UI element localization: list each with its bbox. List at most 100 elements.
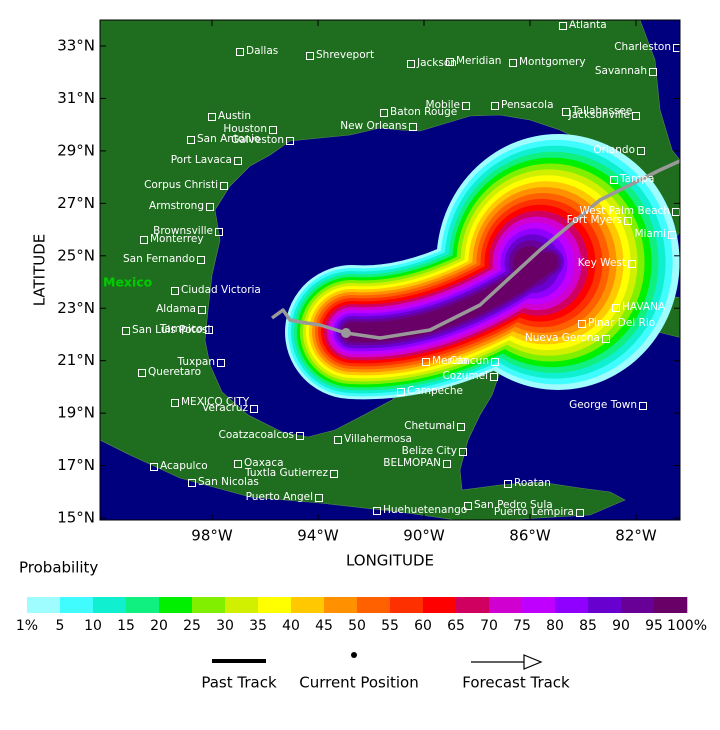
city-marker <box>236 48 244 56</box>
x-axis-label: LONGITUDE <box>346 552 434 570</box>
legend-swatch <box>522 597 556 613</box>
legend-label: 65 <box>447 618 465 634</box>
legend-swatch <box>555 597 589 613</box>
city-label: Puerto Lempira <box>494 506 574 518</box>
legend-label: 40 <box>282 618 300 634</box>
cities: Atlanta Charleston Dallas Shreveport Jackson… <box>122 20 680 518</box>
city-label: Brownsville <box>153 225 213 237</box>
city-label: Cozumel <box>442 370 488 382</box>
legend-label: 20 <box>150 618 168 634</box>
legend-swatch <box>159 597 193 613</box>
city-marker <box>197 256 205 264</box>
city-marker <box>632 112 640 120</box>
legend-swatch <box>423 597 457 613</box>
city-label: Roatan <box>514 477 551 489</box>
city-marker <box>457 423 465 431</box>
city-marker <box>407 60 415 68</box>
track <box>270 158 680 340</box>
map-area: Atlanta Charleston Dallas Shreveport Jackson… <box>100 20 680 520</box>
city-marker <box>602 335 610 343</box>
legend: 1% 5 10 15 20 25 30 35 40 45 50 55 60 65 70 75 80 85 90 95 1… <box>16 597 707 634</box>
legend-swatch <box>93 597 127 613</box>
city-label: Dallas <box>246 45 278 57</box>
city-marker <box>624 217 632 225</box>
city-marker <box>150 463 158 471</box>
city-label: Tuxpan <box>177 356 215 368</box>
city-marker <box>198 306 206 314</box>
city-label: Montgomery <box>519 56 586 68</box>
legend-current: Current Position <box>299 674 419 692</box>
city-label: Ciudad Victoria <box>181 284 261 296</box>
city-label: Shreveport <box>316 49 374 61</box>
current-position-symbol <box>351 652 357 658</box>
city-label: Oaxaca <box>244 457 284 469</box>
city-label: Baton Rouge <box>390 106 457 118</box>
city-label: Puerto Angel <box>246 491 313 503</box>
city-marker <box>628 260 636 268</box>
legend-swatch <box>225 597 259 613</box>
city-label: Charleston <box>614 41 671 53</box>
legend-label: 90 <box>612 618 630 634</box>
city-label: Key West <box>578 257 626 269</box>
city-marker <box>409 123 417 131</box>
city-marker <box>491 358 499 366</box>
x-tick-label: 98°W <box>191 527 233 545</box>
city-label: Port Lavaca <box>171 154 232 166</box>
city-marker <box>188 479 196 487</box>
city-marker <box>306 52 314 60</box>
city-marker <box>578 320 586 328</box>
city-label: Armstrong <box>149 200 204 212</box>
city-marker <box>217 359 225 367</box>
country-label: Mexico <box>103 275 153 290</box>
swath-band <box>512 246 547 282</box>
city-marker <box>422 358 430 366</box>
city-label: San Nicolas <box>198 476 259 488</box>
city-label: Nueva Gerona <box>525 332 600 344</box>
city-marker <box>490 373 498 381</box>
x-tick-label: 90°W <box>403 527 445 545</box>
city-label: HAVANA <box>622 301 666 313</box>
city-marker <box>576 509 584 517</box>
legend-label: 75 <box>513 618 531 634</box>
legend-label: 35 <box>249 618 267 634</box>
city-label: Houston <box>223 123 267 135</box>
city-marker <box>206 203 214 211</box>
legend-swatch <box>621 597 655 613</box>
city-marker <box>397 388 405 396</box>
legend-label: 45 <box>315 618 333 634</box>
legend-past: Past Track <box>201 674 277 692</box>
city-label: Aldama <box>156 303 196 315</box>
legend-swatch <box>60 597 94 613</box>
legend-swatch <box>489 597 523 613</box>
city-label: MEXICO CITY <box>181 396 250 408</box>
city-marker <box>296 432 304 440</box>
legend-swatch <box>357 597 391 613</box>
city-marker <box>315 494 323 502</box>
city-label: Acapulco <box>160 460 208 472</box>
legend-label: 55 <box>381 618 399 634</box>
city-label: San Luis Potosi <box>132 324 210 336</box>
city-label: Merida <box>432 355 468 367</box>
legend-swatch <box>324 597 358 613</box>
city-label: Villahermosa <box>344 433 412 445</box>
city-marker <box>610 176 618 184</box>
city-label: Orlando <box>593 144 635 156</box>
legend-label: 50 <box>348 618 366 634</box>
y-tick-label: 31°N <box>57 89 95 107</box>
city-marker <box>673 44 680 52</box>
city-label: George Town <box>569 399 637 411</box>
city-marker <box>504 480 512 488</box>
legend-title: Probability <box>19 559 98 577</box>
legend-label: 15 <box>117 618 135 634</box>
axes: 33°N 31°N 29°N 27°N 25°N 23°N 21°N 19°N 17°N 15°N… <box>57 20 680 545</box>
city-label: BELMOPAN <box>383 457 441 469</box>
legend-swatch <box>588 597 622 613</box>
city-marker <box>140 236 148 244</box>
city-label: Savannah <box>595 65 647 77</box>
past-track <box>270 308 347 335</box>
city-marker <box>509 59 517 67</box>
city-marker <box>138 369 146 377</box>
city-marker <box>208 113 216 121</box>
city-marker <box>559 22 567 30</box>
